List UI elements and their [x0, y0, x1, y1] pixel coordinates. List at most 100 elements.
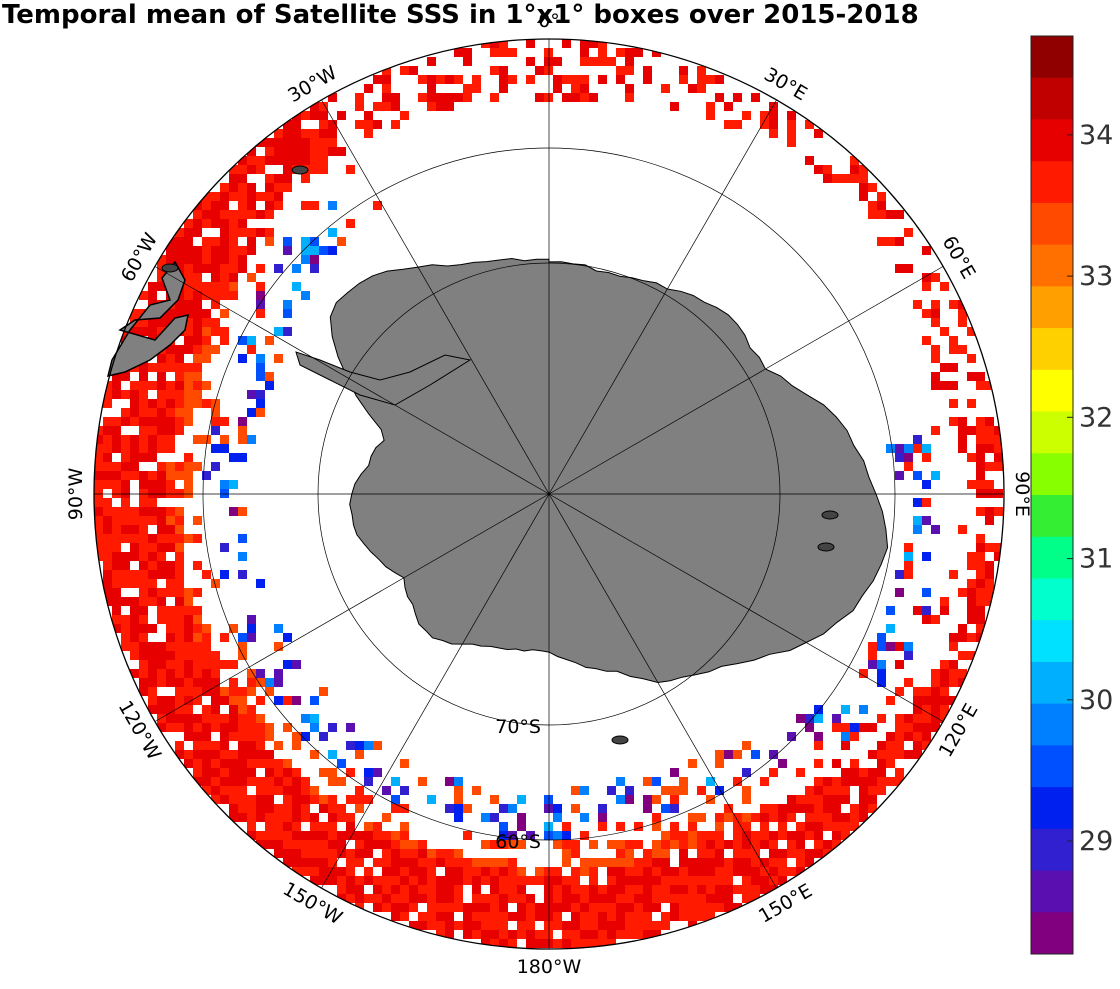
sss-cell — [175, 714, 184, 723]
sss-cell — [769, 111, 778, 120]
sss-cell — [796, 822, 805, 831]
sss-cell — [166, 516, 175, 525]
sss-cell — [310, 831, 319, 840]
sss-cell — [715, 750, 724, 759]
sss-cell — [310, 867, 319, 876]
sss-cell — [220, 219, 229, 228]
sss-cell — [139, 291, 148, 300]
sss-cell — [904, 543, 913, 552]
sss-cell — [706, 75, 715, 84]
sss-cell — [904, 642, 913, 651]
sss-cell — [994, 444, 1003, 453]
sss-cell — [112, 489, 121, 498]
sss-cell — [130, 606, 139, 615]
sss-cell — [868, 795, 877, 804]
sss-cell — [481, 858, 490, 867]
sss-cell — [625, 849, 634, 858]
sss-cell — [184, 651, 193, 660]
sss-cell — [193, 660, 202, 669]
sss-cell — [319, 120, 328, 129]
sss-cell — [571, 930, 580, 939]
sss-cell — [769, 858, 778, 867]
sss-cell — [904, 552, 913, 561]
sss-cell — [193, 309, 202, 318]
sss-cell — [931, 615, 940, 624]
sss-cell — [742, 111, 751, 120]
sss-cell — [139, 390, 148, 399]
sss-cell — [859, 705, 868, 714]
sss-cell — [337, 885, 346, 894]
sss-cell — [157, 705, 166, 714]
sss-cell — [409, 921, 418, 930]
sss-cell — [256, 192, 265, 201]
sss-cell — [931, 318, 940, 327]
sss-cell — [139, 552, 148, 561]
sss-cell — [175, 264, 184, 273]
sss-cell — [283, 300, 292, 309]
sss-cell — [238, 795, 247, 804]
sss-cell — [157, 543, 166, 552]
sss-cell — [382, 840, 391, 849]
sss-cell — [517, 921, 526, 930]
sss-cell — [211, 579, 220, 588]
sss-cell — [148, 489, 157, 498]
sss-cell — [139, 543, 148, 552]
sss-cell — [310, 264, 319, 273]
meridian-line — [321, 99, 550, 495]
sss-cell — [832, 813, 841, 822]
sss-cell — [157, 354, 166, 363]
sss-cell — [157, 408, 166, 417]
sss-cell — [886, 444, 895, 453]
sss-cell — [175, 417, 184, 426]
sss-cell — [274, 201, 283, 210]
sss-cell — [427, 84, 436, 93]
sss-cell — [175, 543, 184, 552]
sss-cell — [292, 282, 301, 291]
sss-cell — [283, 777, 292, 786]
sss-cell — [643, 885, 652, 894]
sss-cell — [229, 453, 238, 462]
sss-cell — [607, 840, 616, 849]
sss-cell — [130, 579, 139, 588]
sss-cell — [652, 48, 661, 57]
sss-cell — [130, 651, 139, 660]
sss-cell — [94, 543, 103, 552]
sss-cell — [868, 750, 877, 759]
sss-cell — [247, 705, 256, 714]
sss-cell — [976, 579, 985, 588]
sss-cell — [211, 408, 220, 417]
sss-cell — [922, 444, 931, 453]
sss-cell — [310, 138, 319, 147]
sss-cell — [211, 768, 220, 777]
sss-cell — [148, 660, 157, 669]
sss-cell — [418, 894, 427, 903]
sss-cell — [175, 309, 184, 318]
sss-cell — [193, 750, 202, 759]
sss-cell — [931, 426, 940, 435]
sss-cell — [625, 930, 634, 939]
sss-cell — [904, 453, 913, 462]
sss-cell — [616, 885, 625, 894]
sss-cell — [193, 273, 202, 282]
sss-cell — [202, 660, 211, 669]
sss-cell — [580, 921, 589, 930]
sss-cell — [418, 876, 427, 885]
sss-cell — [175, 471, 184, 480]
sss-cell — [157, 642, 166, 651]
sss-cell — [967, 426, 976, 435]
sss-cell — [103, 570, 112, 579]
sss-cell — [184, 678, 193, 687]
sss-cell — [607, 939, 616, 948]
sss-cell — [805, 831, 814, 840]
sss-cell — [148, 480, 157, 489]
sss-cell — [112, 480, 121, 489]
sss-cell — [211, 300, 220, 309]
sss-cell — [445, 921, 454, 930]
sss-cell — [634, 840, 643, 849]
sss-cell — [418, 840, 427, 849]
sss-cell — [661, 867, 670, 876]
sss-cell — [382, 894, 391, 903]
sss-cell — [256, 399, 265, 408]
sss-cell — [715, 903, 724, 912]
